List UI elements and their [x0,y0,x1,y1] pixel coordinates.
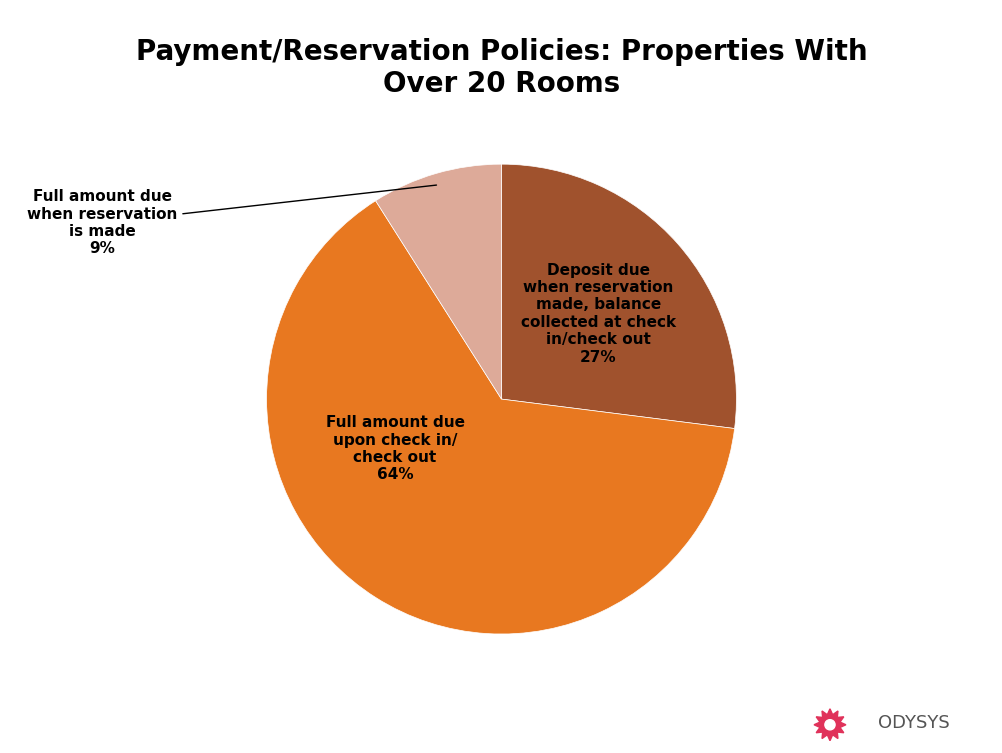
Text: ODYSYS: ODYSYS [877,714,949,732]
Wedge shape [267,201,733,634]
Text: Full amount due
upon check in/
check out
64%: Full amount due upon check in/ check out… [326,415,464,483]
Wedge shape [501,164,735,428]
Circle shape [824,720,835,730]
Text: Payment/Reservation Policies: Properties With
Over 20 Rooms: Payment/Reservation Policies: Properties… [135,38,867,98]
Polygon shape [814,709,845,741]
Wedge shape [375,164,501,399]
Text: Deposit due
when reservation
made, balance
collected at check
in/check out
27%: Deposit due when reservation made, balan… [520,263,675,364]
Text: Full amount due
when reservation
is made
9%: Full amount due when reservation is made… [27,185,436,257]
